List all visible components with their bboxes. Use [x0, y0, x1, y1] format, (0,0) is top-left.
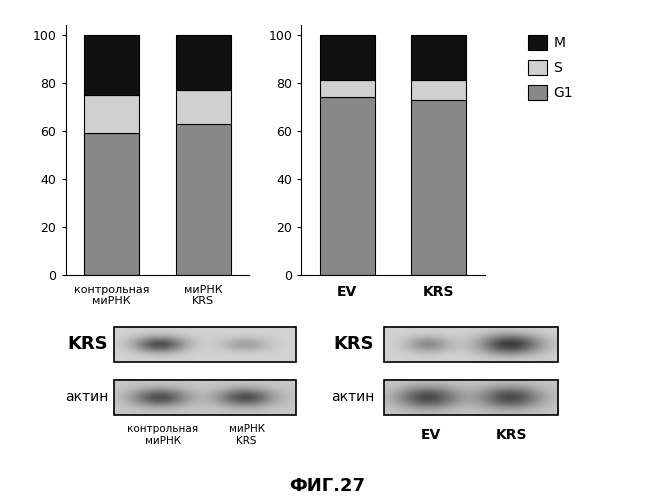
Bar: [176, 34, 231, 90]
Bar: [176, 124, 231, 275]
Bar: [176, 90, 231, 124]
Text: актин: актин: [331, 390, 374, 404]
Bar: [320, 80, 375, 97]
Bar: [84, 94, 139, 133]
Bar: [114, 380, 295, 415]
Text: контрольная
миРНК: контрольная миРНК: [128, 424, 198, 446]
Bar: [320, 34, 375, 80]
Text: актин: актин: [65, 390, 108, 404]
Bar: [411, 80, 466, 100]
Text: KRS: KRS: [67, 336, 108, 353]
Text: KRS: KRS: [333, 336, 374, 353]
Text: KRS: KRS: [496, 428, 527, 442]
Bar: [114, 327, 295, 362]
Text: ФИГ.27: ФИГ.27: [290, 477, 365, 495]
Bar: [411, 100, 466, 275]
Bar: [84, 34, 139, 94]
Legend: M, S, G1: M, S, G1: [523, 30, 578, 106]
Bar: [384, 380, 558, 415]
Bar: [320, 97, 375, 275]
Bar: [84, 133, 139, 275]
Text: миРНК
KRS: миРНК KRS: [229, 424, 265, 446]
Bar: [411, 34, 466, 80]
Text: EV: EV: [421, 428, 441, 442]
Bar: [384, 327, 558, 362]
